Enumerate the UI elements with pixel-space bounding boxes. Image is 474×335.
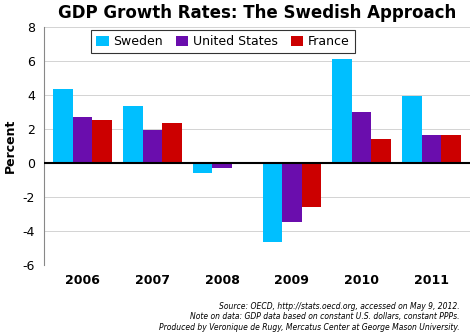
Bar [441, 135, 461, 162]
Bar [263, 162, 282, 243]
Bar [282, 162, 301, 222]
Bar [53, 89, 73, 162]
Bar [212, 162, 232, 168]
Bar [372, 139, 391, 162]
Bar [193, 162, 212, 173]
Bar [162, 123, 182, 162]
Bar [92, 120, 112, 162]
Bar [73, 117, 92, 162]
Y-axis label: Percent: Percent [4, 118, 17, 173]
Bar [402, 96, 422, 162]
Bar [422, 135, 441, 162]
Bar [352, 112, 372, 162]
Text: Source: OECD, http://stats.oecd.org, accessed on May 9, 2012.
Note on data: GDP : Source: OECD, http://stats.oecd.org, acc… [159, 302, 460, 332]
Bar [143, 130, 162, 162]
Title: GDP Growth Rates: The Swedish Approach: GDP Growth Rates: The Swedish Approach [58, 4, 456, 22]
Bar [123, 107, 143, 162]
Legend: Sweden, United States, France: Sweden, United States, France [91, 30, 355, 53]
Bar [332, 59, 352, 162]
Bar [301, 162, 321, 207]
